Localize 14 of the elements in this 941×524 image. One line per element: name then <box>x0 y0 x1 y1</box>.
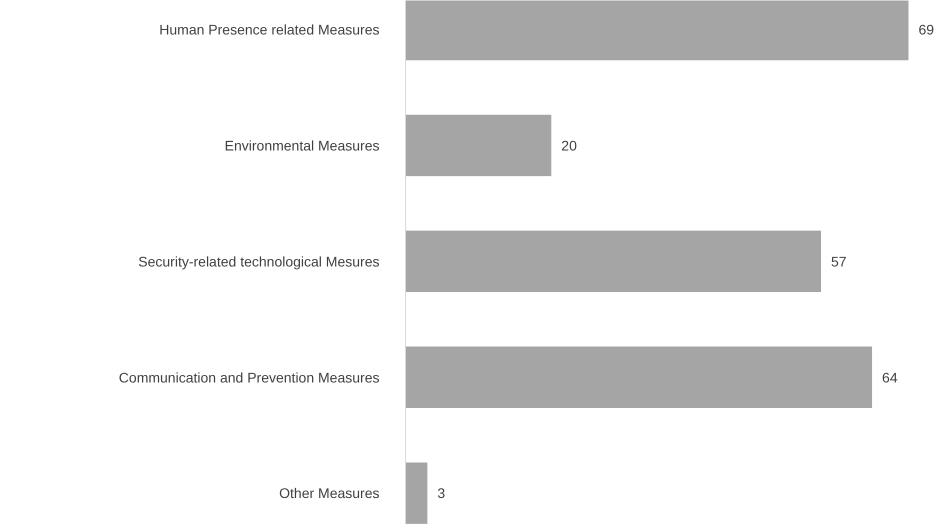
y-tick-label: Environmental Measures <box>224 137 380 154</box>
data-label: 64 <box>882 369 898 386</box>
y-tick-label: Security-related technological Mesures <box>138 253 380 270</box>
y-tick-label: Human Presence related Measures <box>159 21 380 38</box>
data-label: 57 <box>831 253 847 270</box>
y-tick-label: Other Measures <box>279 485 380 502</box>
bar <box>406 346 872 408</box>
y-tick-label: Communication and Prevention Measures <box>118 369 380 386</box>
bar <box>406 230 822 292</box>
bar <box>406 114 552 176</box>
data-label: 20 <box>561 137 578 154</box>
bar <box>406 462 428 524</box>
data-label: 3 <box>437 485 446 502</box>
data-label: 69 <box>918 21 934 38</box>
